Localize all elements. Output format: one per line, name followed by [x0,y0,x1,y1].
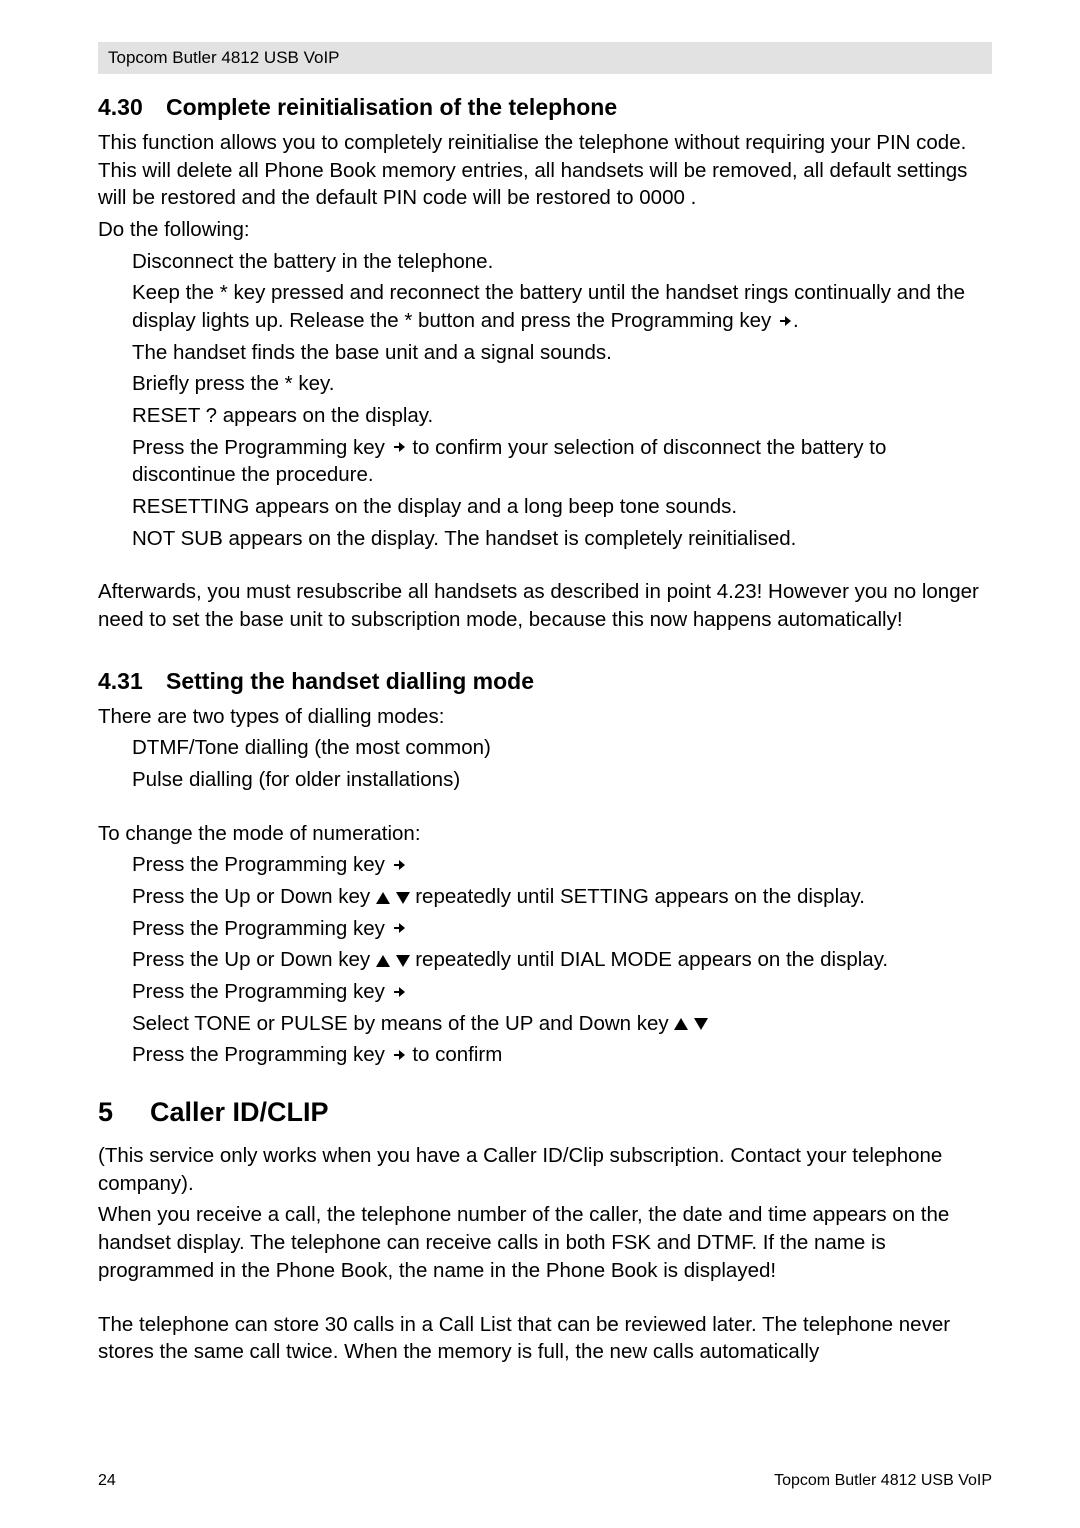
s431-c2a: Press the Up or Down key [132,885,376,908]
s430-steps: Disconnect the battery in the telephone.… [98,248,992,553]
footer-product: Topcom Butler 4812 USB VoIP [774,1472,992,1490]
programming-key-icon [391,922,407,936]
s430-step4: Briefly press the * key. [132,370,992,398]
s431-m1: DTMF/Tone dialling (the most common) [132,734,992,762]
s5-p3: The telephone can store 30 calls in a Ca… [98,1311,992,1366]
programming-key-icon [777,315,793,329]
s431-c7a: Press the Programming key [132,1043,391,1066]
s431-c5: Press the Programming key [132,978,992,1006]
s430-step6: Press the Programming key to confirm you… [132,434,992,489]
down-arrow-icon [694,1018,708,1030]
s431-c7: Press the Programming key to confirm [132,1041,992,1069]
up-arrow-icon [376,892,390,904]
s431-c5a: Press the Programming key [132,980,391,1003]
section-5-title: Caller ID/CLIP [150,1097,329,1127]
s431-c2: Press the Up or Down key repeatedly unti… [132,883,992,911]
s5-p1: (This service only works when you have a… [98,1142,992,1197]
programming-key-icon [391,1049,407,1063]
page: Topcom Butler 4812 USB VoIP 4.30Complete… [0,0,1080,1528]
section-4-30-title: Complete reinitialisation of the telepho… [166,94,617,120]
s431-m2: Pulse dialling (for older installations) [132,766,992,794]
programming-key-icon [391,859,407,873]
up-arrow-icon [376,955,390,967]
section-4-31-heading: 4.31Setting the handset dialling mode [98,668,992,695]
section-4-31-title: Setting the handset dialling mode [166,668,534,694]
s431-c3: Press the Programming key [132,915,992,943]
up-arrow-icon [674,1018,688,1030]
programming-key-icon [391,441,407,455]
s431-c4a: Press the Up or Down key [132,948,376,971]
s431-c4: Press the Up or Down key repeatedly unti… [132,946,992,974]
s430-step2b: . [793,309,799,332]
programming-key-icon [391,986,407,1000]
s431-c1: Press the Programming key [132,851,992,879]
section-4-31-num: 4.31 [98,668,166,695]
s430-step5: RESET ? appears on the display. [132,402,992,430]
s431-c1a: Press the Programming key [132,853,391,876]
section-5-body: (This service only works when you have a… [98,1142,992,1366]
header-product: Topcom Butler 4812 USB VoIP [108,48,340,67]
s431-c6: Select TONE or PULSE by means of the UP … [132,1010,992,1038]
down-arrow-icon [396,892,410,904]
s430-intro2: Do the following: [98,216,992,244]
down-arrow-icon [396,955,410,967]
s430-after: Afterwards, you must resubscribe all han… [98,578,992,633]
s431-c6a: Select TONE or PULSE by means of the UP … [132,1012,674,1035]
s430-step2: Keep the * key pressed and reconnect the… [132,279,992,334]
section-5-num: 5 [98,1097,150,1128]
s431-change-steps: Press the Programming key Press the Up o… [98,851,992,1069]
s431-c7b: to confirm [407,1043,503,1066]
s431-c2b: repeatedly until SETTING appears on the … [410,885,865,908]
s430-step6a: Press the Programming key [132,436,391,459]
footer-page: 24 [98,1472,116,1490]
s431-c4b: repeatedly until DIAL MODE appears on th… [410,948,889,971]
section-4-30-heading: 4.30Complete reinitialisation of the tel… [98,94,992,121]
s5-p2: When you receive a call, the telephone n… [98,1201,992,1284]
s430-intro1: This function allows you to completely r… [98,129,992,212]
section-4-30-body: This function allows you to completely r… [98,129,992,634]
section-4-30-num: 4.30 [98,94,166,121]
section-5-heading: 5Caller ID/CLIP [98,1097,992,1128]
s431-intro: There are two types of dialling modes: [98,703,992,731]
footer: 24 Topcom Butler 4812 USB VoIP [98,1472,992,1490]
header-bar: Topcom Butler 4812 USB VoIP [98,42,992,74]
s430-step1: Disconnect the battery in the telephone. [132,248,992,276]
s430-step7: RESETTING appears on the display and a l… [132,493,992,521]
s430-step8: NOT SUB appears on the display. The hand… [132,525,992,553]
s431-change: To change the mode of numeration: [98,820,992,848]
s430-step3: The handset finds the base unit and a si… [132,339,992,367]
s431-c3a: Press the Programming key [132,917,391,940]
s431-modes: DTMF/Tone dialling (the most common) Pul… [98,734,992,793]
section-4-31-body: There are two types of dialling modes: D… [98,703,992,1069]
s430-step2a: Keep the * key pressed and reconnect the… [132,281,965,332]
